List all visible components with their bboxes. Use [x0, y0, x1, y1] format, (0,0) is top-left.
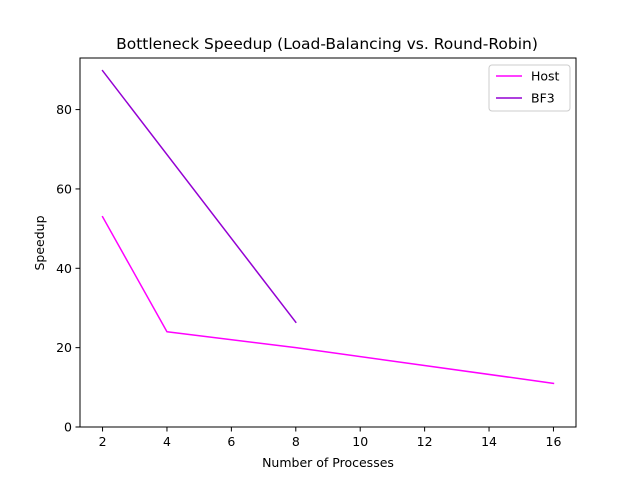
legend: Host BF3 — [488, 64, 571, 112]
y-tick-label: 60 — [56, 181, 72, 196]
legend-label-bf3: BF3 — [531, 91, 555, 106]
y-tick-label: 20 — [56, 340, 72, 355]
series-line-bf3 — [101, 69, 297, 324]
x-tick-label: 10 — [352, 434, 368, 449]
series-line-host — [101, 215, 555, 385]
x-tick-label: 8 — [292, 434, 300, 449]
y-axis-label: Speedup — [32, 215, 47, 270]
x-tick-label: 16 — [546, 434, 562, 449]
y-tick-label: 0 — [64, 420, 72, 435]
y-axis-ticks: 0 20 40 60 80 — [56, 102, 80, 435]
x-tick-label: 6 — [227, 434, 235, 449]
y-tick-label: 80 — [56, 102, 72, 117]
plot-frame — [79, 57, 577, 428]
x-axis-label: Number of Processes — [262, 455, 394, 470]
x-axis-ticks: 2 4 6 8 10 12 14 16 — [99, 427, 562, 449]
x-tick-label: 4 — [163, 434, 171, 449]
legend-label-host: Host — [531, 69, 560, 84]
y-tick-label: 40 — [56, 261, 72, 276]
x-tick-label: 14 — [481, 434, 497, 449]
x-tick-label: 12 — [417, 434, 433, 449]
chart-title: Bottleneck Speedup (Load-Balancing vs. R… — [116, 35, 538, 53]
x-tick-label: 2 — [99, 434, 107, 449]
series-layer — [101, 69, 555, 385]
